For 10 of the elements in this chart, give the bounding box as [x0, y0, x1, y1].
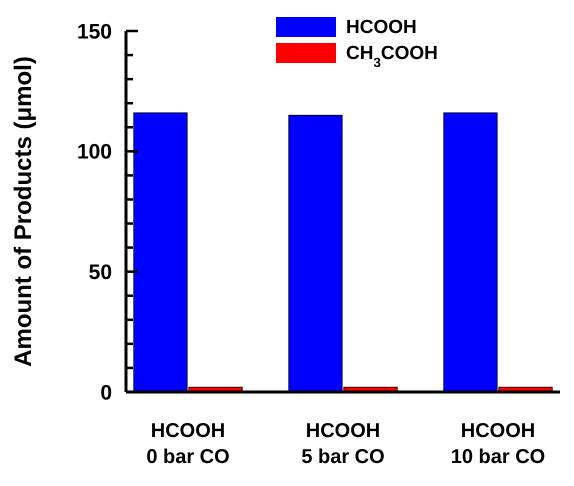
- y-tick-label: 100: [76, 140, 112, 164]
- x-tick-label: HCOOH 5 bar CO: [301, 420, 385, 468]
- x-tick-label: HCOOH 0 bar CO: [146, 420, 230, 468]
- y-tick-label: 0: [100, 381, 112, 404]
- x-tick-label: HCOOH 10 bar CO: [450, 420, 546, 468]
- y-tick-label: 50: [88, 261, 112, 284]
- y-tick-label: 150: [76, 20, 112, 44]
- y-axis-title: Amount of Products (μmol): [10, 56, 37, 367]
- legend-label: HCOOH: [346, 17, 417, 38]
- legend-label: CH$_{3}$COOH: [346, 43, 438, 70]
